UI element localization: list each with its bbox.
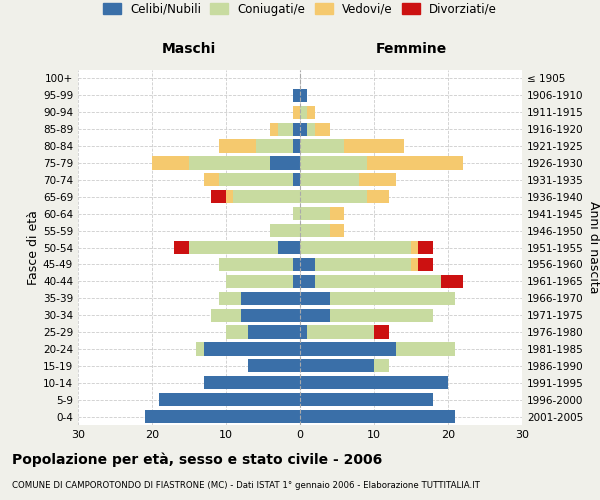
Bar <box>293 106 300 119</box>
Bar <box>160 393 300 406</box>
Bar <box>374 326 389 338</box>
Bar <box>329 292 455 305</box>
Bar <box>300 410 455 423</box>
Bar <box>300 292 329 305</box>
Bar <box>278 241 300 254</box>
Bar <box>300 308 329 322</box>
Bar <box>300 156 367 170</box>
Bar <box>256 140 293 152</box>
Bar <box>300 258 315 271</box>
Bar <box>226 326 248 338</box>
Bar <box>271 122 278 136</box>
Bar <box>359 174 396 186</box>
Bar <box>418 258 433 271</box>
Bar <box>211 308 241 322</box>
Bar <box>300 190 367 203</box>
Bar <box>145 410 300 423</box>
Bar <box>411 258 418 271</box>
Bar <box>293 140 300 152</box>
Bar <box>315 122 329 136</box>
Bar <box>271 224 300 237</box>
Y-axis label: Fasce di età: Fasce di età <box>27 210 40 285</box>
Bar <box>300 342 396 355</box>
Bar <box>271 156 300 170</box>
Bar <box>300 89 307 102</box>
Bar <box>196 342 204 355</box>
Bar <box>300 207 329 220</box>
Bar <box>293 258 300 271</box>
Bar <box>300 140 344 152</box>
Bar <box>374 359 389 372</box>
Text: COMUNE DI CAMPOROTONDO DI FIASTRONE (MC) - Dati ISTAT 1° gennaio 2006 - Elaboraz: COMUNE DI CAMPOROTONDO DI FIASTRONE (MC)… <box>12 481 480 490</box>
Bar <box>218 140 256 152</box>
Text: Popolazione per età, sesso e stato civile - 2006: Popolazione per età, sesso e stato civil… <box>12 452 382 467</box>
Bar <box>300 359 374 372</box>
Bar <box>189 156 271 170</box>
Bar <box>307 106 315 119</box>
Bar <box>204 376 300 390</box>
Bar <box>189 241 278 254</box>
Legend: Celibi/Nubili, Coniugati/e, Vedovi/e, Divorziati/e: Celibi/Nubili, Coniugati/e, Vedovi/e, Di… <box>98 0 502 20</box>
Bar <box>218 258 293 271</box>
Y-axis label: Anni di nascita: Anni di nascita <box>587 201 600 294</box>
Bar <box>329 224 344 237</box>
Bar <box>293 122 300 136</box>
Bar <box>329 308 433 322</box>
Bar <box>241 308 300 322</box>
Text: Femmine: Femmine <box>376 42 446 56</box>
Bar <box>307 326 374 338</box>
Bar <box>218 292 241 305</box>
Bar <box>300 241 411 254</box>
Bar <box>241 292 300 305</box>
Bar <box>204 342 300 355</box>
Bar <box>211 190 226 203</box>
Bar <box>396 342 455 355</box>
Bar <box>233 190 300 203</box>
Bar <box>418 241 433 254</box>
Bar <box>367 156 463 170</box>
Bar <box>226 190 233 203</box>
Bar <box>300 274 315 288</box>
Bar <box>315 274 440 288</box>
Bar <box>218 174 293 186</box>
Bar <box>344 140 404 152</box>
Bar <box>307 122 315 136</box>
Bar <box>226 274 293 288</box>
Bar <box>204 174 218 186</box>
Bar <box>293 174 300 186</box>
Bar <box>300 376 448 390</box>
Bar <box>248 326 300 338</box>
Bar <box>174 241 189 254</box>
Bar <box>315 258 411 271</box>
Bar <box>152 156 189 170</box>
Bar <box>440 274 463 288</box>
Bar <box>248 359 300 372</box>
Bar <box>278 122 293 136</box>
Bar <box>367 190 389 203</box>
Bar <box>411 241 418 254</box>
Text: Maschi: Maschi <box>162 42 216 56</box>
Bar <box>300 106 307 119</box>
Bar <box>293 89 300 102</box>
Bar <box>300 224 329 237</box>
Bar <box>300 122 307 136</box>
Bar <box>293 207 300 220</box>
Bar <box>300 174 359 186</box>
Bar <box>300 326 307 338</box>
Bar <box>300 393 433 406</box>
Bar <box>293 274 300 288</box>
Bar <box>329 207 344 220</box>
